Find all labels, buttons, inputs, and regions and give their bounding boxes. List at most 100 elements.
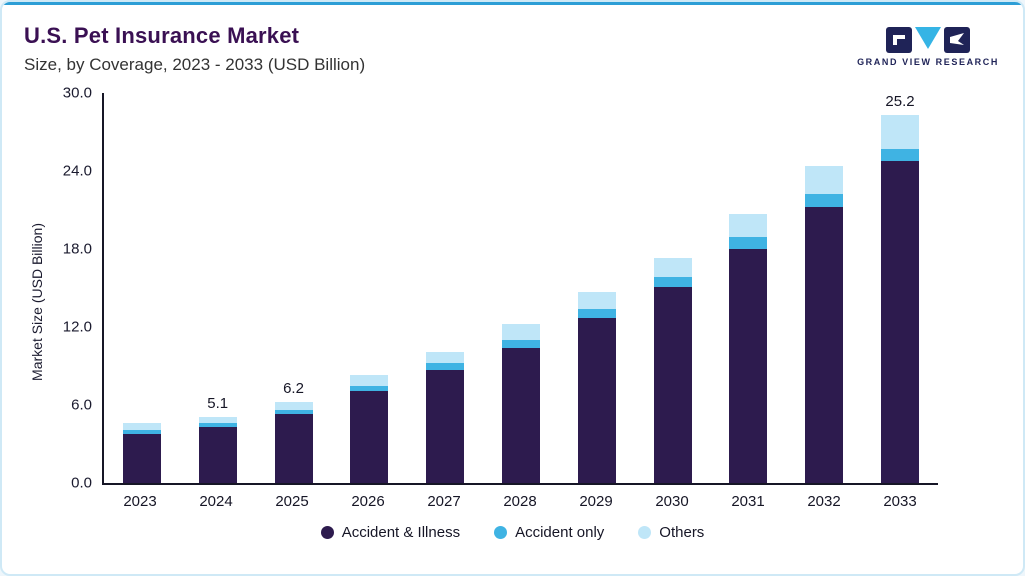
segment-others bbox=[122, 423, 161, 430]
x-tick-label: 2024 bbox=[199, 493, 233, 510]
stacked-bar-2030 bbox=[653, 258, 692, 483]
segment-others bbox=[805, 165, 844, 194]
y-tick-label: 30.0 bbox=[62, 84, 92, 102]
stacked-bar-2024 bbox=[198, 416, 237, 483]
stacked-bar-chart: Market Size (USD Billion) 0.0 6.0 12.0 18.0… bbox=[24, 85, 938, 510]
bar-column-2031 bbox=[711, 93, 787, 483]
stacked-bar-2033 bbox=[881, 115, 920, 483]
legend-label: Accident only bbox=[515, 524, 605, 541]
x-tick-label: 2028 bbox=[503, 493, 537, 510]
legend-marker-accident-only bbox=[494, 526, 508, 539]
segment-accident-illness bbox=[653, 286, 692, 483]
y-tick-label: 0.0 bbox=[71, 474, 92, 492]
segment-accident-illness bbox=[122, 433, 161, 483]
stacked-bar-2023 bbox=[122, 423, 161, 483]
x-axis-ticks: 2023 2024 2025 2026 2027 2028 2029 2030 2031 2032… bbox=[102, 493, 938, 510]
y-tick-label: 6.0 bbox=[71, 396, 92, 414]
x-tick-label: 2025 bbox=[275, 493, 309, 510]
bar-value-label: 5.1 bbox=[207, 394, 229, 412]
bar-column-2027 bbox=[407, 93, 483, 483]
bar-column-2028 bbox=[483, 93, 559, 483]
legend-marker-others bbox=[638, 526, 652, 539]
segment-accident-illness bbox=[729, 248, 768, 483]
x-tick-label: 2033 bbox=[883, 493, 917, 510]
x-tick-label: 2026 bbox=[351, 493, 385, 510]
title-block: U.S. Pet Insurance Market Size, by Cover… bbox=[24, 23, 365, 75]
stacked-bar-2025 bbox=[274, 402, 313, 483]
segment-accident-only bbox=[501, 340, 540, 348]
bar-column-2024: 5.1 bbox=[180, 93, 256, 483]
stacked-bar-2026 bbox=[350, 375, 389, 483]
segment-accident-illness bbox=[501, 347, 540, 483]
chart-subtitle: Size, by Coverage, 2023 - 2033 (USD Bill… bbox=[24, 55, 366, 74]
x-tick-label: 2031 bbox=[731, 493, 765, 510]
logo-text: GRAND VIEW RESEARCH bbox=[857, 57, 999, 67]
top-accent-bar bbox=[2, 2, 1023, 5]
segment-others bbox=[501, 324, 540, 340]
x-tick-label: 2032 bbox=[807, 493, 841, 510]
segment-accident-only bbox=[653, 276, 692, 287]
legend-marker-accident-illness bbox=[320, 526, 334, 539]
stacked-bar-2032 bbox=[805, 165, 844, 483]
segment-accident-only bbox=[350, 385, 389, 391]
stacked-bar-2031 bbox=[729, 213, 768, 483]
segment-accident-only bbox=[198, 423, 237, 428]
segment-accident-illness bbox=[426, 369, 465, 483]
segment-others bbox=[426, 351, 465, 364]
plot-column: 5.1 6.2 25.2 2023 2024 2025 2026 2027 2028 2029 2… bbox=[102, 93, 938, 510]
segment-others bbox=[198, 416, 237, 424]
x-tick-label: 2027 bbox=[427, 493, 461, 510]
stacked-bar-2029 bbox=[577, 291, 616, 483]
segment-accident-only bbox=[426, 363, 465, 370]
plot-area: 5.1 6.2 25.2 bbox=[102, 93, 938, 485]
bar-column-2029 bbox=[559, 93, 635, 483]
segment-others bbox=[577, 291, 616, 309]
segment-accident-only bbox=[274, 409, 313, 415]
x-tick-label: 2030 bbox=[655, 493, 689, 510]
segment-accident-only bbox=[729, 237, 768, 249]
y-axis-ticks: 0.0 6.0 12.0 18.0 24.0 30.0 bbox=[50, 85, 102, 492]
logo-mark-icon bbox=[886, 27, 971, 53]
stacked-bar-2027 bbox=[426, 351, 465, 483]
segment-accident-only bbox=[805, 193, 844, 208]
x-tick-label: 2023 bbox=[123, 493, 157, 510]
segment-others bbox=[881, 115, 920, 149]
segment-accident-only bbox=[881, 148, 920, 161]
segment-others bbox=[274, 402, 313, 410]
segment-accident-only bbox=[122, 429, 161, 434]
segment-others bbox=[653, 258, 692, 277]
stacked-bar-2028 bbox=[501, 324, 540, 483]
grand-view-research-logo: GRAND VIEW RESEARCH bbox=[857, 27, 999, 67]
segment-accident-illness bbox=[577, 317, 616, 483]
chart-legend: Accident & Illness Accident only Others bbox=[2, 524, 1023, 541]
bar-value-label: 25.2 bbox=[885, 93, 915, 111]
y-tick-label: 18.0 bbox=[62, 240, 92, 258]
legend-label: Accident & Illness bbox=[341, 524, 461, 541]
segment-others bbox=[350, 375, 389, 386]
bar-column-2023 bbox=[104, 93, 180, 483]
legend-item-accident-illness: Accident & Illness bbox=[320, 524, 461, 541]
y-axis-title: Market Size (USD Billion) bbox=[29, 222, 45, 381]
bar-value-label: 6.2 bbox=[283, 380, 304, 398]
chart-header: U.S. Pet Insurance Market Size, by Cover… bbox=[2, 5, 1023, 75]
chart-title: U.S. Pet Insurance Market bbox=[24, 23, 300, 48]
x-tick-label: 2029 bbox=[579, 493, 613, 510]
segment-others bbox=[729, 213, 768, 238]
bar-column-2030 bbox=[635, 93, 711, 483]
bar-column-2025: 6.2 bbox=[256, 93, 332, 483]
segment-accident-illness bbox=[350, 390, 389, 483]
y-tick-label: 24.0 bbox=[62, 162, 92, 180]
bar-column-2032 bbox=[786, 93, 862, 483]
segment-accident-only bbox=[577, 308, 616, 318]
y-axis-title-wrap: Market Size (USD Billion) bbox=[24, 93, 50, 510]
y-tick-label: 12.0 bbox=[62, 318, 92, 336]
legend-item-others: Others bbox=[638, 524, 704, 541]
segment-accident-illness bbox=[198, 427, 237, 483]
legend-item-accident-only: Accident only bbox=[494, 524, 604, 541]
segment-accident-illness bbox=[274, 414, 313, 483]
legend-label: Others bbox=[659, 524, 705, 541]
segment-accident-illness bbox=[805, 207, 844, 483]
bar-column-2026 bbox=[331, 93, 407, 483]
bar-column-2033: 25.2 bbox=[862, 93, 938, 483]
